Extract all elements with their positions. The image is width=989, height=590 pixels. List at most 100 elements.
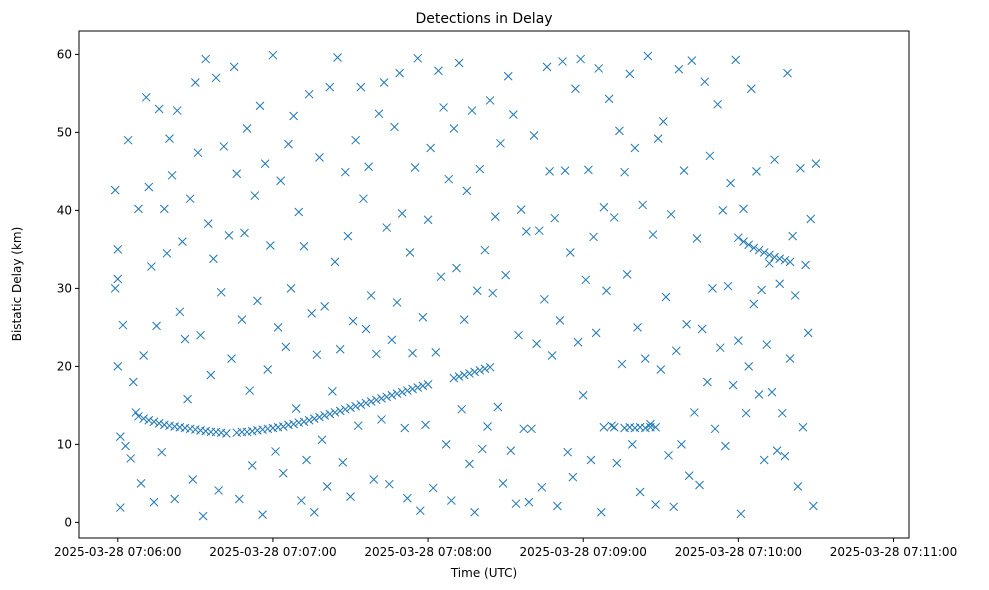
x-axis-label: Time (UTC) — [450, 566, 517, 580]
data-point — [708, 284, 717, 293]
data-point — [322, 482, 332, 491]
data-point — [315, 153, 324, 162]
data-point — [265, 241, 275, 250]
data-point — [581, 275, 591, 285]
data-point — [651, 422, 660, 432]
data-point — [149, 497, 159, 507]
data-point — [147, 262, 156, 271]
data-point — [340, 167, 350, 177]
data-point — [384, 479, 394, 489]
data-point — [674, 64, 684, 74]
data-point — [485, 362, 495, 372]
data-point — [671, 346, 681, 356]
data-point — [154, 104, 164, 114]
data-point — [661, 292, 671, 302]
data-point — [480, 245, 490, 255]
data-point — [183, 394, 192, 404]
data-point — [780, 255, 790, 265]
data-point — [604, 94, 614, 104]
data-point — [749, 243, 759, 253]
data-point — [291, 404, 301, 413]
data-point — [560, 166, 570, 175]
data-point — [178, 237, 187, 246]
x-tick-label: 2025-03-28 07:08:00 — [364, 545, 491, 559]
data-point — [397, 209, 407, 218]
data-point — [496, 138, 505, 148]
data-point — [136, 479, 146, 488]
data-point — [317, 435, 327, 445]
data-point — [532, 339, 542, 349]
data-point — [757, 285, 766, 295]
data-point — [206, 370, 216, 380]
data-point — [630, 143, 640, 153]
data-point — [459, 370, 469, 380]
data-point — [547, 351, 557, 360]
data-point — [540, 294, 549, 304]
data-point — [739, 237, 748, 246]
data-point — [193, 148, 203, 158]
data-point — [777, 408, 787, 418]
data-point — [638, 200, 648, 210]
data-point — [152, 321, 161, 331]
data-point — [203, 219, 213, 229]
data-point — [196, 330, 205, 340]
data-point — [775, 279, 785, 289]
data-point — [609, 422, 619, 432]
data-point — [312, 350, 322, 360]
data-point — [351, 401, 361, 411]
data-point — [348, 316, 358, 326]
data-point — [284, 139, 293, 149]
data-point — [242, 124, 252, 133]
data-point — [219, 142, 229, 151]
data-point — [444, 174, 454, 184]
data-point — [744, 362, 754, 371]
y-tick-label: 10 — [57, 437, 72, 451]
data-point — [493, 402, 503, 412]
data-point — [682, 319, 691, 329]
data-point — [627, 440, 637, 449]
data-point — [459, 315, 469, 324]
data-point — [563, 447, 573, 457]
data-point — [328, 387, 337, 396]
data-point — [172, 106, 182, 115]
data-point — [271, 447, 280, 456]
data-point — [165, 134, 174, 143]
data-point — [501, 270, 510, 280]
data-point — [550, 213, 560, 223]
data-point — [299, 417, 309, 427]
data-point — [278, 468, 288, 478]
data-point — [418, 381, 428, 391]
data-point — [529, 131, 539, 140]
data-point — [713, 99, 723, 109]
data-point — [131, 408, 141, 417]
data-point — [498, 479, 508, 488]
data-point — [201, 54, 211, 64]
data-point — [586, 455, 596, 465]
data-point — [467, 106, 477, 115]
data-point — [361, 324, 371, 334]
data-point — [788, 231, 797, 241]
data-point — [371, 349, 381, 359]
data-point — [715, 343, 725, 353]
data-point — [653, 134, 663, 143]
data-point — [633, 323, 642, 332]
data-point — [726, 178, 735, 188]
x-tick-label: 2025-03-28 07:06:00 — [54, 545, 181, 559]
data-point — [646, 419, 655, 429]
data-point — [309, 507, 319, 517]
data-point — [702, 377, 712, 387]
data-point — [542, 62, 552, 72]
data-point — [110, 185, 120, 195]
data-point — [596, 507, 606, 517]
data-point — [149, 417, 159, 427]
data-point — [260, 159, 270, 168]
data-point — [392, 298, 402, 307]
plot-frame — [78, 30, 910, 539]
data-point — [113, 362, 123, 371]
data-point — [718, 206, 728, 215]
data-point — [413, 383, 423, 392]
data-point — [134, 204, 143, 214]
data-point — [462, 186, 472, 196]
data-point — [434, 66, 443, 76]
chart-title: Detections in Delay — [415, 11, 552, 27]
